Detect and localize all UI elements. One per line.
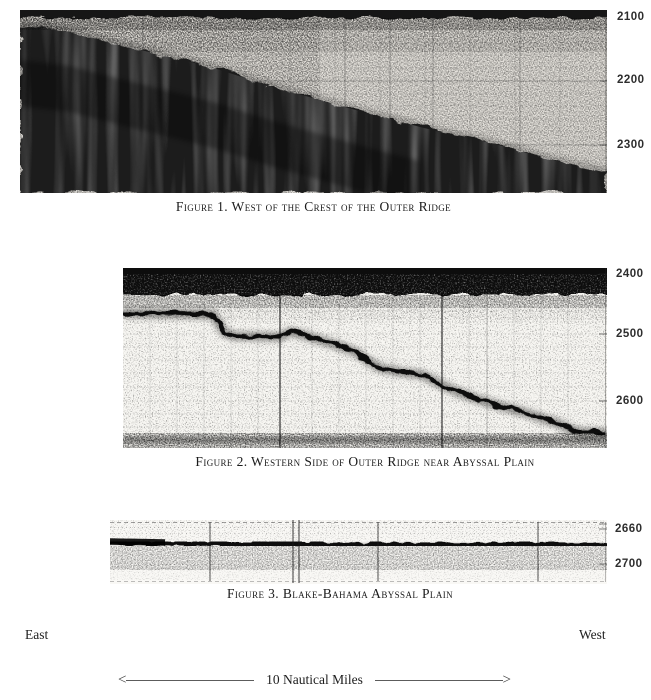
figure-1-echogram xyxy=(20,10,607,193)
figure-3-echogram-image xyxy=(110,520,607,584)
fig2-seafloor-trace xyxy=(123,306,607,440)
orientation-east-label: East xyxy=(25,627,49,642)
fig1-depth-label-2100: 2100 xyxy=(617,11,645,23)
fig1-depth-axis-ticks xyxy=(600,10,607,193)
fig2-surface-band-specks xyxy=(123,274,607,295)
figure-2-echogram-image xyxy=(123,268,607,448)
scale-bar-left-arrow-icon: < xyxy=(118,672,127,688)
figure-3-echogram xyxy=(110,520,607,584)
fig1-depth-label-2200: 2200 xyxy=(617,74,645,86)
fig1-depth-label-2300: 2300 xyxy=(617,139,645,151)
fig3-depth-label-2700: 2700 xyxy=(615,558,643,570)
fig3-time-lines xyxy=(209,520,539,583)
orientation-west-label: West xyxy=(579,627,606,642)
fig3-depth-label-2660: 2660 xyxy=(615,523,643,535)
fig1-surface-band xyxy=(20,10,607,18)
fig3-depth-axis-ticks xyxy=(599,522,607,582)
scale-bar-line-left xyxy=(126,679,255,681)
figure-1-caption: Figure 1. West of the Crest of the Outer… xyxy=(175,199,452,214)
figure-3-caption: Figure 3. Blake-Bahama Abyssal Plain xyxy=(226,586,454,601)
scale-bar-right-arrow-icon: > xyxy=(502,672,512,688)
fig2-depth-label-2500: 2500 xyxy=(616,328,644,340)
figure-1-echogram-image xyxy=(20,10,607,193)
figure-2-caption: Figure 2. Western Side of Outer Ridge ne… xyxy=(195,454,535,469)
figure-2-echogram xyxy=(123,268,607,448)
scale-bar: < 10 Nautical Miles > xyxy=(118,671,511,689)
fig2-depth-label-2600: 2600 xyxy=(616,395,644,407)
fig1-subbottom-dark-band xyxy=(20,60,420,193)
fig3-seafloor-trace xyxy=(110,537,607,551)
fig2-depth-label-2400: 2400 xyxy=(616,268,644,280)
scale-bar-label: 10 Nautical Miles xyxy=(266,672,363,687)
scale-bar-line-right xyxy=(374,679,503,681)
fig2-depth-axis-ticks xyxy=(599,268,607,448)
fig3-speckle xyxy=(110,520,607,542)
